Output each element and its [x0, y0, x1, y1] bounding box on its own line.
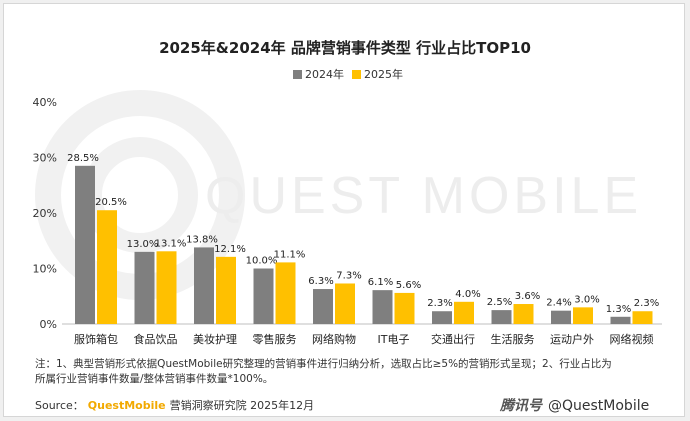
publisher-handle: @QuestMobile	[548, 398, 650, 414]
value-label-2025: 20.5%	[95, 197, 127, 208]
bar-2025	[275, 262, 296, 324]
legend-swatch-2024	[293, 69, 302, 79]
value-label-2024: 2.4%	[546, 298, 571, 309]
bar-2024	[610, 316, 631, 324]
chart-frame	[3, 3, 685, 417]
x-tick-label: 网络购物	[312, 332, 356, 346]
source-line: Source： QuestMobile 营销洞察研究院 2025年12月	[35, 397, 314, 413]
y-tick-label: 20%	[33, 207, 57, 220]
value-label-2024: 13.0%	[127, 239, 159, 250]
value-label-2024: 13.8%	[186, 234, 218, 245]
legend: 2024年 2025年	[293, 66, 403, 82]
footnote-line-1: 注：1、典型营销形式依据QuestMobile研究整理的营销事件进行归纳分析，选…	[35, 358, 612, 370]
bar-2024	[253, 268, 274, 324]
bar-2024	[551, 310, 571, 324]
value-label-2024: 6.3%	[308, 276, 333, 287]
y-tick-label: 10%	[33, 263, 57, 276]
bar-2025	[513, 304, 534, 324]
publisher-logo: 腾讯号	[500, 398, 542, 414]
value-label-2024: 10.0%	[246, 256, 278, 267]
y-tick-label: 0%	[40, 318, 57, 331]
legend-item-2024: 2024年	[293, 66, 344, 82]
x-tick-label: 零售服务	[253, 332, 297, 346]
value-label-2025: 7.3%	[336, 270, 361, 281]
x-tick-label: 交通出行	[431, 332, 475, 346]
chart-title: 2025年&2024年 品牌营销事件类型 行业占比TOP10	[159, 39, 531, 57]
source-label: Source：	[35, 399, 84, 412]
legend-swatch-2025	[352, 69, 361, 79]
bar-2024	[134, 251, 155, 324]
value-label-2025: 2.3%	[634, 298, 659, 309]
value-label-2024: 28.5%	[67, 153, 99, 164]
footnote-line-2: 所属行业营销事件数量/整体营销事件数量*100%。	[35, 373, 274, 385]
value-label-2025: 12.1%	[214, 244, 246, 255]
y-tick-label: 40%	[33, 96, 57, 109]
x-tick-label: 网络视频	[610, 332, 654, 346]
value-label-2024: 1.3%	[606, 304, 631, 315]
legend-item-2025: 2025年	[352, 66, 403, 82]
bar-2024	[372, 290, 393, 324]
value-label-2025: 3.6%	[515, 291, 540, 302]
source-brand: QuestMobile	[87, 399, 166, 412]
x-tick-label: IT电子	[378, 333, 410, 346]
bar-2024	[313, 289, 333, 324]
bar-2025	[156, 251, 177, 324]
bar-2024	[432, 311, 452, 324]
x-tick-label: 食品饮品	[134, 332, 178, 346]
x-tick-label: 服饰箱包	[74, 332, 118, 346]
bar-2025	[97, 210, 117, 324]
legend-label-2024: 2024年	[305, 68, 344, 81]
legend-label-2025: 2025年	[364, 68, 403, 81]
bar-2024	[491, 310, 512, 324]
value-label-2025: 4.0%	[455, 289, 480, 300]
bar-2024	[75, 165, 95, 324]
bar-2025	[632, 311, 653, 324]
footnote: 注：1、典型营销形式依据QuestMobile研究整理的营销事件进行归纳分析，选…	[35, 357, 675, 387]
bar-2025	[335, 283, 355, 324]
value-label-2025: 5.6%	[396, 280, 421, 291]
publisher-watermark: 腾讯号 @QuestMobile	[500, 395, 649, 415]
value-label-2024: 2.3%	[427, 298, 452, 309]
background-watermark-text: QUEST MOBILE	[205, 167, 642, 225]
value-label-2024: 6.1%	[368, 277, 393, 288]
value-label-2024: 2.5%	[487, 297, 512, 308]
x-tick-label: 生活服务	[491, 332, 535, 346]
x-tick-label: 运动户外	[550, 332, 594, 346]
source-text: 营销洞察研究院 2025年12月	[169, 399, 315, 412]
bar-2025	[454, 301, 474, 324]
value-label-2025: 11.1%	[274, 249, 306, 260]
value-label-2025: 3.0%	[574, 294, 599, 305]
bar-2025	[216, 256, 236, 324]
y-tick-label: 30%	[33, 152, 57, 165]
x-tick-label: 美妆护理	[193, 332, 237, 346]
bar-2025	[394, 292, 415, 324]
value-label-2025: 13.1%	[155, 238, 187, 249]
bar-2025	[573, 307, 593, 324]
bar-2024	[194, 247, 214, 324]
